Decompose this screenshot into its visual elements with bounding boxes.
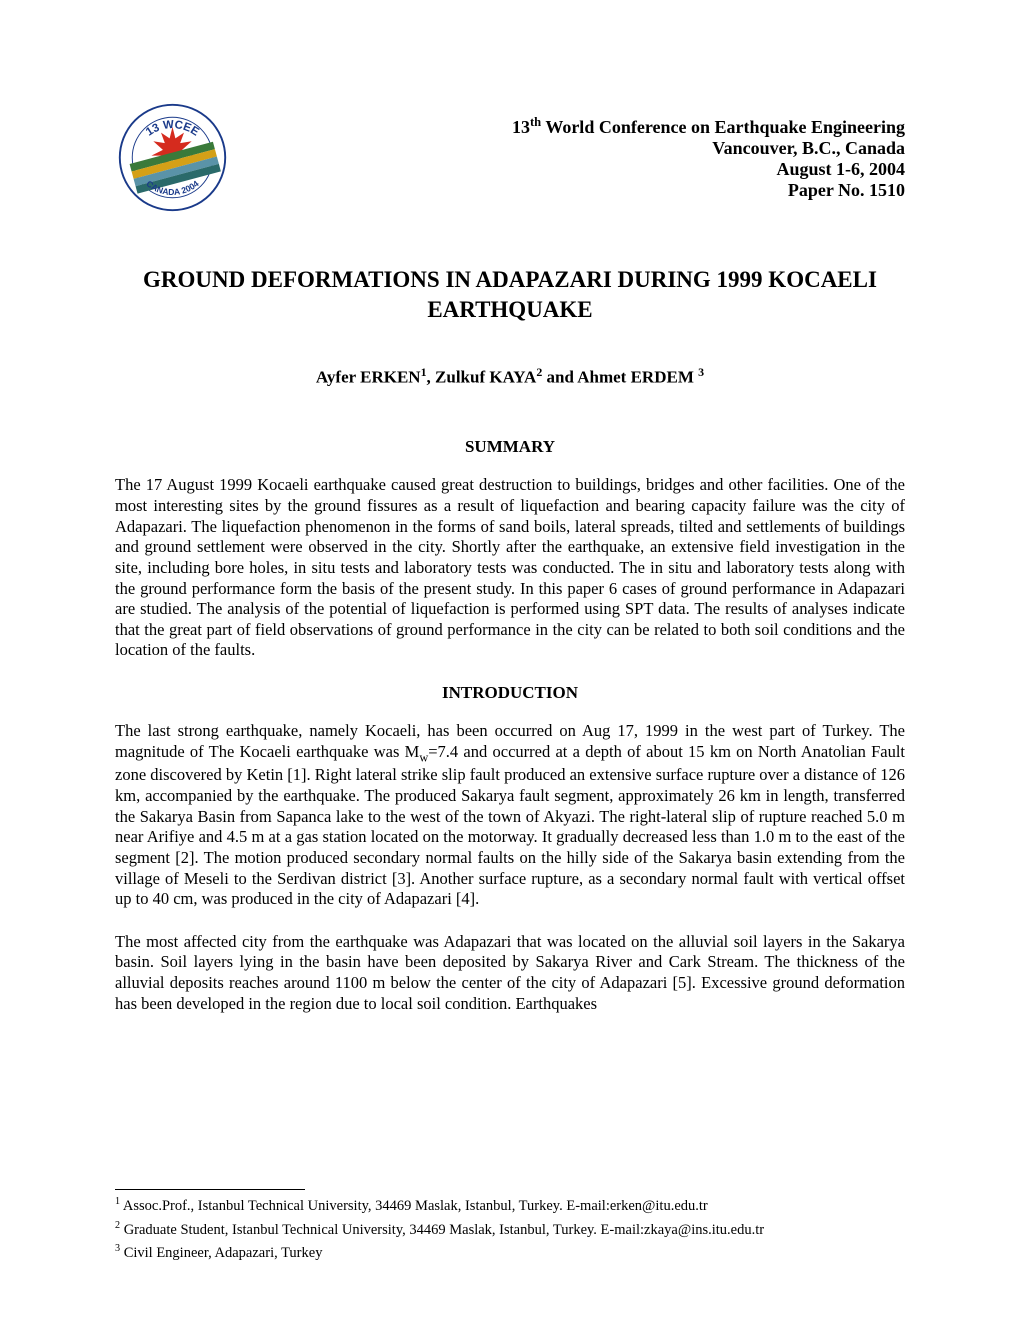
authors: Ayfer ERKEN1, Zulkuf KAYA2 and Ahmet ERD… xyxy=(115,365,905,388)
summary-text: The 17 August 1999 Kocaeli earthquake ca… xyxy=(115,475,905,661)
author-2: , Zulkuf KAYA xyxy=(427,367,537,386)
conference-title-num: 13 xyxy=(512,117,530,137)
conference-title: 13th World Conference on Earthquake Engi… xyxy=(230,115,905,138)
conference-title-sup: th xyxy=(530,115,541,129)
introduction-p2: The most affected city from the earthqua… xyxy=(115,932,905,1015)
paper-header: 13 WCEE CANADA 2004 13th World Conferenc… xyxy=(115,100,905,215)
introduction-p1: The last strong earthquake, namely Kocae… xyxy=(115,721,905,910)
author-3: and Ahmet ERDEM xyxy=(542,367,698,386)
summary-heading: SUMMARY xyxy=(115,437,905,457)
footnote-1-text: Assoc.Prof., Istanbul Technical Universi… xyxy=(120,1198,708,1214)
author-3-sup: 3 xyxy=(698,365,704,379)
footnote-3: 3 Civil Engineer, Adapazari, Turkey xyxy=(115,1241,905,1265)
conference-dates: August 1-6, 2004 xyxy=(230,159,905,180)
paper-number: Paper No. 1510 xyxy=(230,180,905,201)
footnotes-area: 1 Assoc.Prof., Istanbul Technical Univer… xyxy=(115,1189,905,1265)
footnote-1: 1 Assoc.Prof., Istanbul Technical Univer… xyxy=(115,1194,905,1218)
conference-location: Vancouver, B.C., Canada xyxy=(230,138,905,159)
footnote-separator xyxy=(115,1189,305,1190)
paper-title: GROUND DEFORMATIONS IN ADAPAZARI DURING … xyxy=(115,265,905,325)
conference-info: 13th World Conference on Earthquake Engi… xyxy=(230,100,905,201)
intro-p1-b: =7.4 and occurred at a depth of about 15… xyxy=(115,742,905,909)
footnote-2: 2 Graduate Student, Istanbul Technical U… xyxy=(115,1218,905,1242)
introduction-heading: INTRODUCTION xyxy=(115,683,905,703)
conference-logo: 13 WCEE CANADA 2004 xyxy=(115,100,230,215)
intro-p1-sub: w xyxy=(419,750,428,764)
footnote-3-text: Civil Engineer, Adapazari, Turkey xyxy=(120,1245,322,1261)
footnote-2-text: Graduate Student, Istanbul Technical Uni… xyxy=(120,1222,764,1238)
author-1: Ayfer ERKEN xyxy=(316,367,421,386)
footnotes: 1 Assoc.Prof., Istanbul Technical Univer… xyxy=(115,1194,905,1265)
conference-title-main: World Conference on Earthquake Engineeri… xyxy=(541,117,905,137)
